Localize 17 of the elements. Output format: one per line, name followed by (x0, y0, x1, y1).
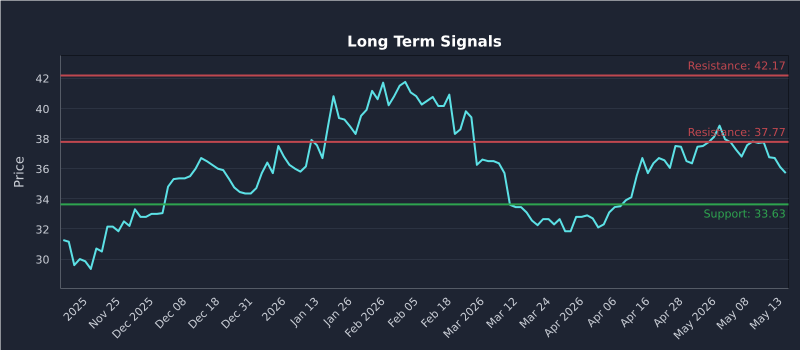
x-tick-label: Mar 12 (484, 294, 520, 332)
y-tick-label: 34 (36, 193, 50, 206)
line-series (62, 80, 787, 270)
y-tick-label: 32 (36, 223, 50, 236)
x-tick-label: Feb 05 (385, 294, 421, 330)
ref-line-label: Support: 33.63 (704, 207, 786, 220)
y-tick-label: 36 (36, 163, 50, 176)
ref-line-label: Resistance: 42.17 (688, 60, 786, 73)
x-tick-label: Apr 16 (617, 294, 652, 330)
y-axis-title: Price (12, 156, 28, 188)
x-tick-label: Jan 13 (287, 294, 322, 330)
y-tick-label: 40 (36, 102, 50, 116)
x-tick-label: Apr 06 (584, 294, 620, 330)
chart-title: Long Term Signals (347, 32, 502, 50)
y-tick-label: 30 (36, 254, 50, 267)
y-tick-label: 38 (36, 132, 50, 146)
y-tick-label: 42 (36, 72, 50, 86)
